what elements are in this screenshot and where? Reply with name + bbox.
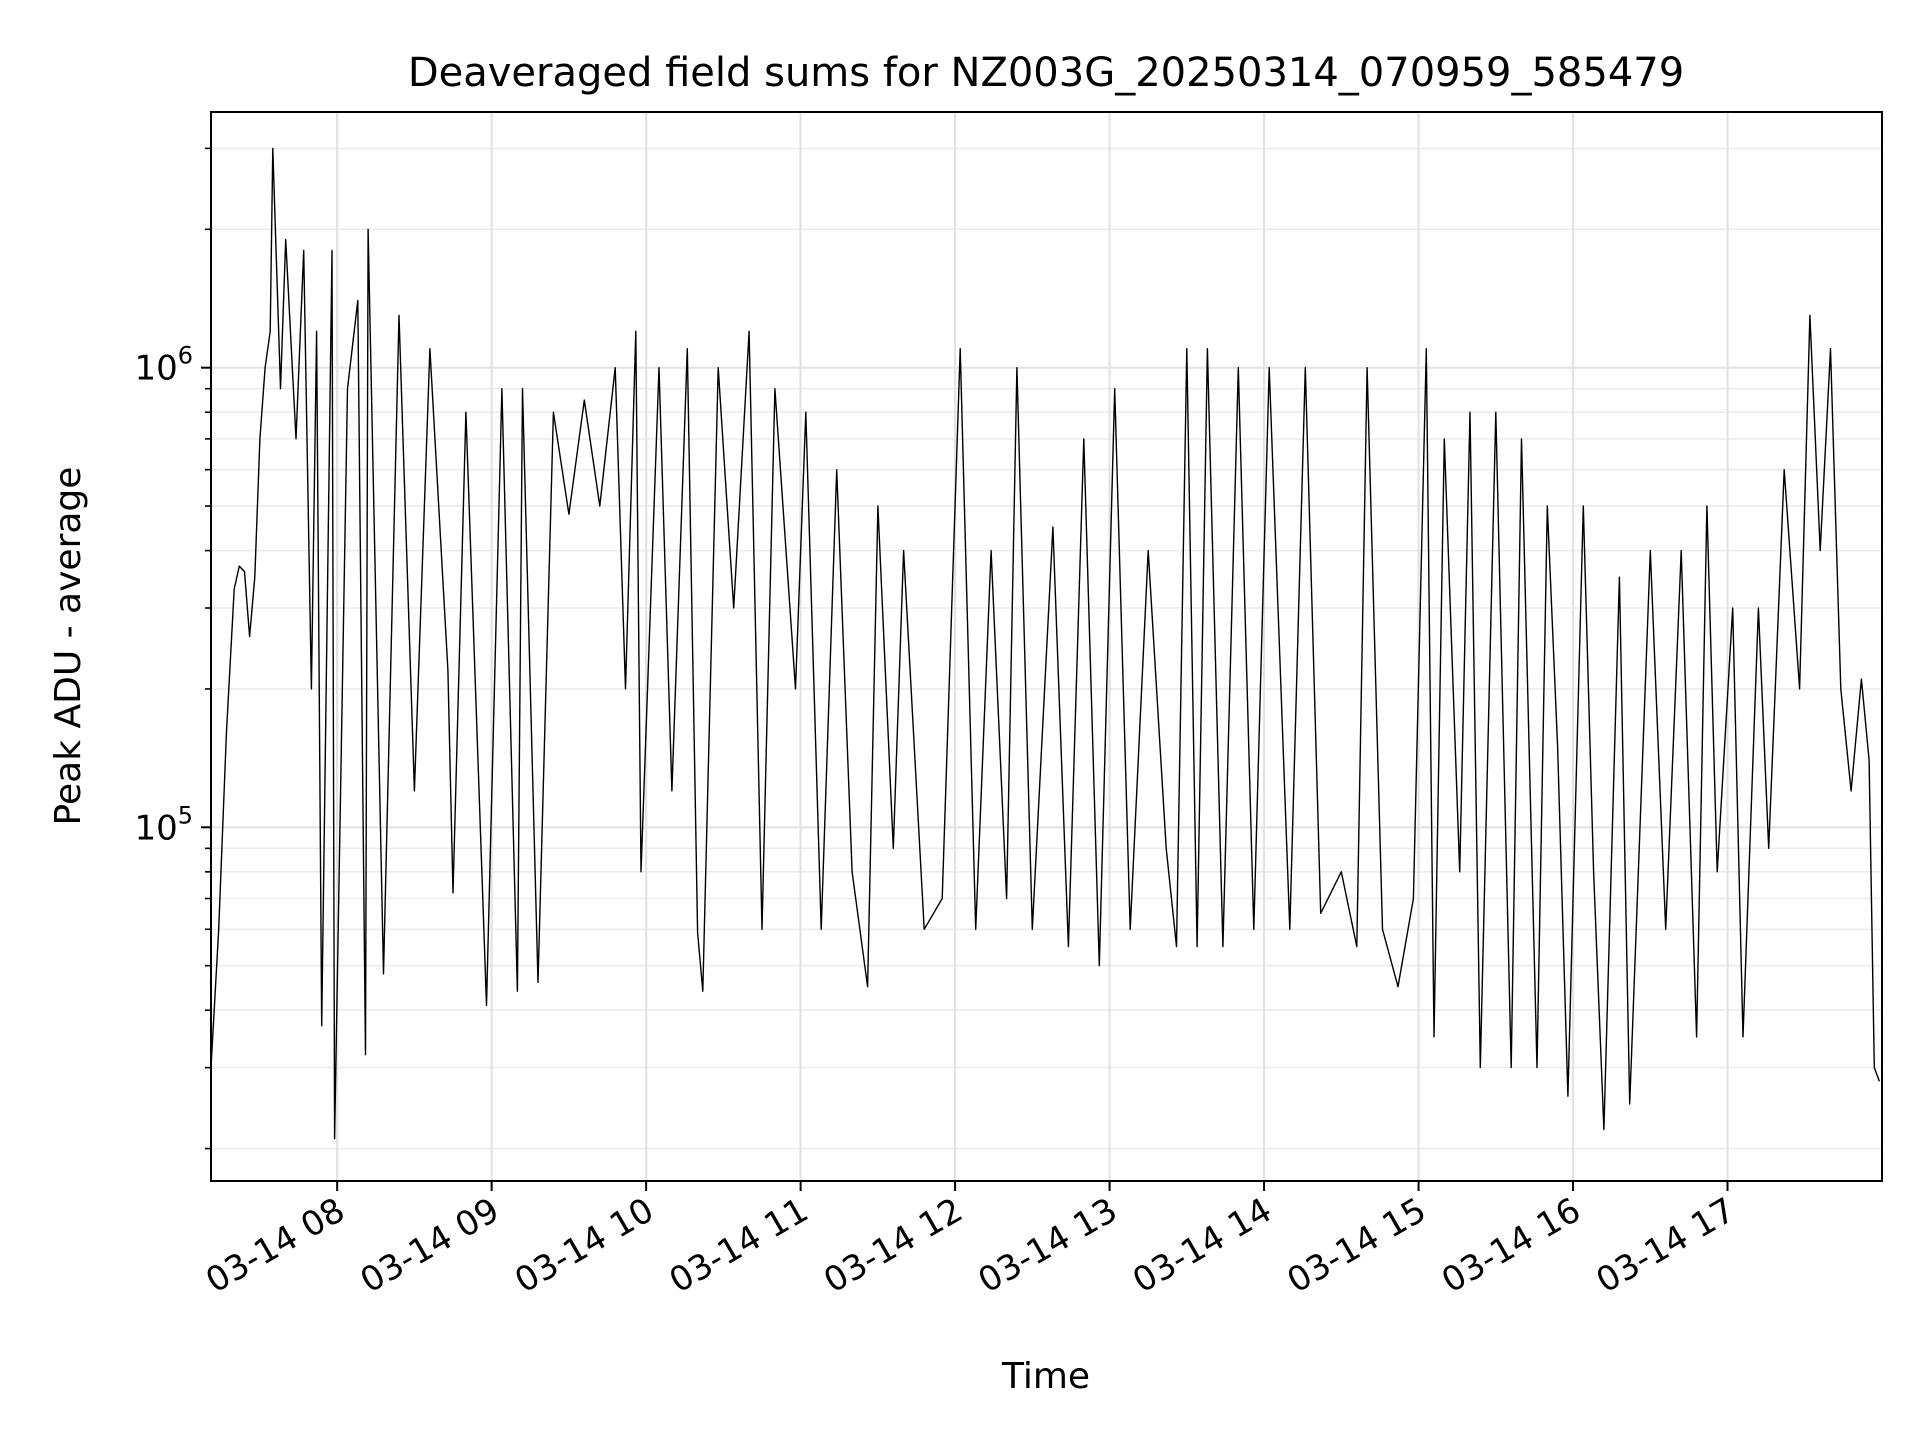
y-tick-label: 105 [134,801,193,848]
y-axis-label: Peak ADU - average [48,467,89,826]
plot-frame [210,111,1883,1182]
series-group [210,147,1881,1140]
y-axis-ticks: 105 106 [134,147,211,1150]
chart-title: Deaveraged field sums for NZ003G_2025031… [408,50,1684,96]
series-line [210,147,1881,1140]
y-tick-label: 106 [134,342,193,389]
grid [211,112,1882,1181]
x-axis-label: Time [1001,1356,1090,1397]
